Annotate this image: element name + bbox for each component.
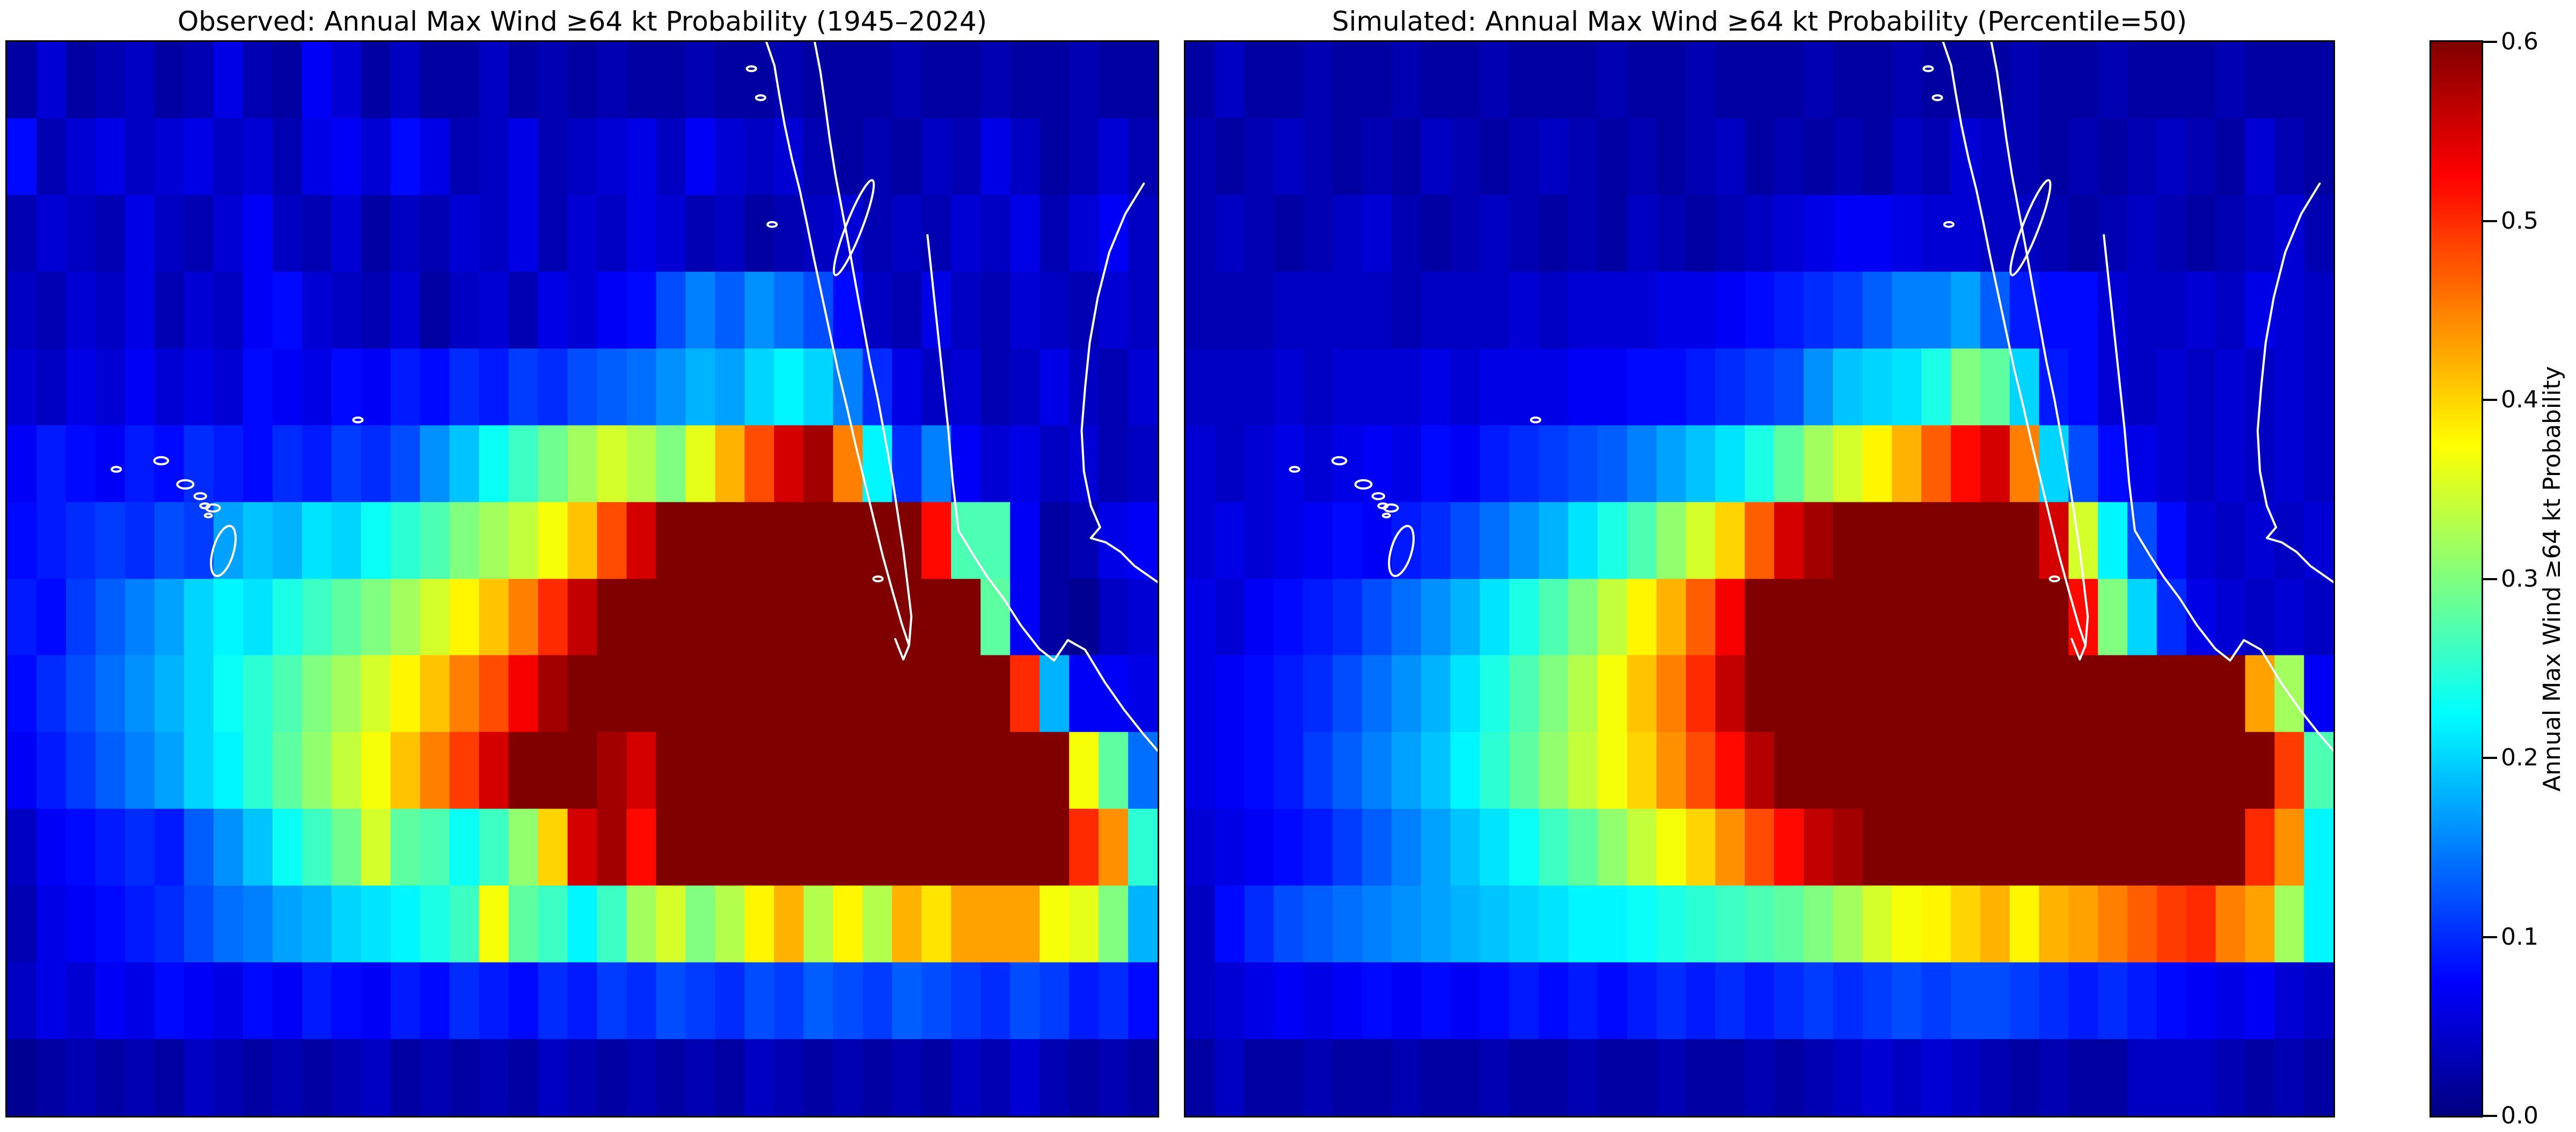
colorbar-tickmark — [2483, 757, 2497, 759]
colorbar — [2429, 40, 2483, 1118]
observed-heatmap-canvas — [7, 42, 1158, 1116]
colorbar-tickmark — [2483, 578, 2497, 580]
colorbar-tickmark — [2483, 41, 2497, 43]
colorbar-axis-label: Annual Max Wind ≥64 kt Probability — [2538, 366, 2566, 792]
colorbar-tickmark — [2483, 220, 2497, 222]
right-panel-title: Simulated: Annual Max Wind ≥64 kt Probab… — [1331, 6, 2187, 37]
colorbar-tick-label: 0.4 — [2501, 386, 2538, 413]
colorbar-tickmark — [2483, 399, 2497, 401]
colorbar-tickmark — [2483, 936, 2497, 938]
colorbar-tick-label: 0.6 — [2501, 28, 2538, 55]
colorbar-tick-label: 0.0 — [2501, 1102, 2538, 1129]
colorbar-tick-label: 0.3 — [2501, 565, 2538, 593]
colorbar-tickmark — [2483, 1115, 2497, 1117]
simulated-coastline-overlay — [1185, 42, 2333, 1116]
simulated-heatmap-canvas — [1185, 42, 2333, 1116]
colorbar-tick-label: 0.1 — [2501, 923, 2538, 951]
left-panel-title: Observed: Annual Max Wind ≥64 kt Probabi… — [177, 6, 987, 37]
colorbar-tick-label: 0.2 — [2501, 744, 2538, 771]
colorbar-tick-label: 0.5 — [2501, 207, 2538, 235]
observed-coastline-overlay — [7, 42, 1158, 1116]
simulated-heatmap-panel — [1184, 40, 2335, 1118]
observed-heatmap-panel — [5, 40, 1159, 1118]
